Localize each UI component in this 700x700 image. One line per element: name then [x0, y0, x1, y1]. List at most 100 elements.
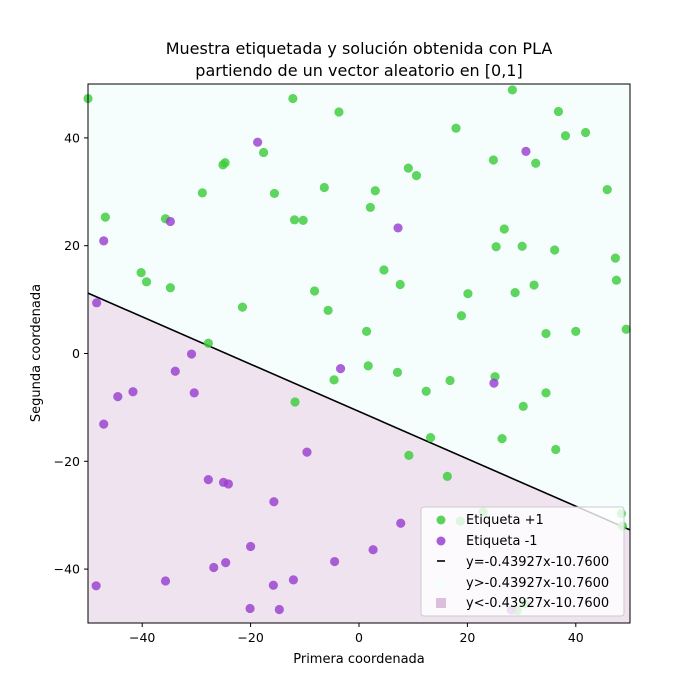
point-etiqueta-pos-48: [518, 401, 528, 411]
point-etiqueta-neg-15: [246, 541, 256, 552]
point-etiqueta-neg-14: [223, 479, 233, 489]
legend-marker-region-below: [436, 598, 446, 608]
point-etiqueta-pos-19: [323, 305, 333, 315]
legend-label-region-above: y>-0.43927x-10.7600: [466, 576, 609, 591]
point-etiqueta-pos-13: [288, 93, 298, 104]
point-etiqueta-pos-39: [488, 155, 499, 165]
point-etiqueta-pos-27: [392, 367, 403, 377]
point-etiqueta-neg-18: [268, 580, 278, 590]
point-etiqueta-neg-2: [99, 419, 109, 429]
y-axis-label: Segunda coordenada: [29, 284, 44, 422]
point-etiqueta-neg-11: [209, 562, 219, 573]
point-etiqueta-neg-10: [203, 475, 213, 485]
point-etiqueta-pos-37: [456, 311, 467, 321]
point-etiqueta-neg-4: [113, 392, 123, 402]
point-etiqueta-pos-28: [395, 279, 405, 290]
point-etiqueta-neg-25: [393, 223, 403, 233]
point-etiqueta-pos-11: [259, 147, 269, 158]
point-etiqueta-pos-35: [445, 375, 455, 386]
point-etiqueta-pos-7: [203, 338, 213, 348]
legend-label-region-below: y<-0.43927x-10.7600: [466, 596, 609, 611]
legend: Etiqueta +1 Etiqueta -1 y=-0.43927x-10.7…: [420, 506, 625, 617]
point-etiqueta-pos-43: [499, 224, 509, 234]
point-etiqueta-neg-22: [330, 556, 340, 567]
point-etiqueta-neg-30: [245, 603, 255, 614]
point-etiqueta-pos-24: [365, 202, 375, 213]
region-above-line: [88, 84, 630, 530]
legend-marker-region-above: [436, 578, 446, 588]
point-etiqueta-pos-1: [100, 212, 110, 222]
point-etiqueta-pos-56: [560, 131, 571, 141]
point-etiqueta-pos-55: [553, 106, 564, 117]
point-etiqueta-pos-34: [442, 471, 452, 481]
y-tick-label: −40: [54, 562, 80, 577]
point-etiqueta-neg-17: [269, 497, 279, 507]
point-etiqueta-pos-42: [497, 434, 507, 444]
y-axis-ticks: −40 −20 0 20 40: [54, 130, 88, 577]
x-tick-label: −20: [237, 630, 263, 645]
point-etiqueta-neg-19: [274, 604, 284, 615]
point-etiqueta-pos-26: [379, 265, 389, 275]
point-etiqueta-pos-3: [141, 277, 152, 287]
point-etiqueta-pos-41: [491, 242, 501, 252]
legend-marker-etiqueta-pos: [436, 515, 446, 525]
point-etiqueta-neg-28: [521, 146, 531, 156]
point-etiqueta-pos-25: [370, 186, 380, 196]
point-etiqueta-pos-5: [165, 283, 175, 293]
x-axis-label: Primera coordenada: [293, 652, 425, 667]
point-etiqueta-pos-57: [571, 326, 581, 337]
point-etiqueta-neg-3: [91, 581, 101, 591]
point-etiqueta-neg-13: [221, 558, 231, 568]
point-etiqueta-pos-60: [610, 253, 620, 263]
point-etiqueta-pos-17: [309, 286, 320, 296]
y-tick-label: 40: [64, 130, 80, 145]
point-etiqueta-pos-14: [289, 215, 300, 225]
point-etiqueta-pos-61: [611, 275, 622, 285]
x-tick-label: −40: [129, 630, 155, 645]
point-etiqueta-pos-9: [220, 158, 230, 168]
point-etiqueta-pos-12: [269, 188, 280, 199]
point-etiqueta-pos-36: [451, 123, 461, 133]
point-etiqueta-pos-53: [550, 245, 560, 255]
point-etiqueta-neg-31: [160, 576, 171, 586]
x-tick-label: 0: [355, 630, 363, 645]
point-etiqueta-pos-50: [531, 158, 541, 168]
point-etiqueta-pos-21: [329, 375, 339, 385]
point-etiqueta-neg-6: [165, 216, 175, 227]
decision-line: [87, 292, 631, 531]
point-etiqueta-neg-9: [189, 388, 199, 398]
point-etiqueta-pos-10: [237, 302, 248, 312]
x-tick-label: 20: [459, 630, 475, 645]
point-etiqueta-neg-5: [128, 387, 138, 397]
point-etiqueta-pos-33: [425, 432, 436, 443]
y-tick-label: 0: [72, 346, 80, 361]
point-etiqueta-pos-64: [621, 324, 631, 334]
point-etiqueta-neg-20: [288, 575, 299, 585]
x-tick-label: 40: [568, 630, 584, 645]
chart-title-line-2: partiendo de un vector aleatorio en [0,1…: [195, 61, 522, 80]
y-tick-label: −20: [54, 454, 80, 469]
point-etiqueta-pos-49: [529, 280, 539, 290]
point-etiqueta-pos-20: [334, 107, 344, 117]
point-etiqueta-pos-6: [197, 188, 207, 198]
point-etiqueta-pos-30: [404, 450, 414, 460]
point-etiqueta-neg-7: [170, 366, 180, 376]
point-etiqueta-pos-44: [507, 85, 517, 95]
point-etiqueta-neg-8: [186, 349, 197, 359]
legend-frame: [420, 506, 625, 617]
point-etiqueta-neg-1: [99, 236, 109, 246]
y-tick-label: 20: [64, 238, 80, 253]
point-etiqueta-pos-52: [541, 388, 551, 398]
point-etiqueta-neg-0: [92, 298, 102, 308]
legend-label-etiqueta-neg: Etiqueta -1: [466, 534, 538, 549]
legend-label-line: y=-0.43927x-10.7600: [466, 555, 609, 570]
legend-label-etiqueta-pos: Etiqueta +1: [466, 513, 544, 528]
point-etiqueta-pos-51: [541, 328, 551, 339]
x-axis-ticks: −40 −20 0 20 40: [129, 623, 584, 645]
point-etiqueta-neg-21: [302, 447, 312, 457]
point-etiqueta-neg-24: [368, 545, 378, 555]
point-etiqueta-pos-18: [319, 182, 329, 193]
legend-marker-etiqueta-neg: [436, 536, 446, 546]
point-etiqueta-pos-2: [136, 268, 146, 278]
